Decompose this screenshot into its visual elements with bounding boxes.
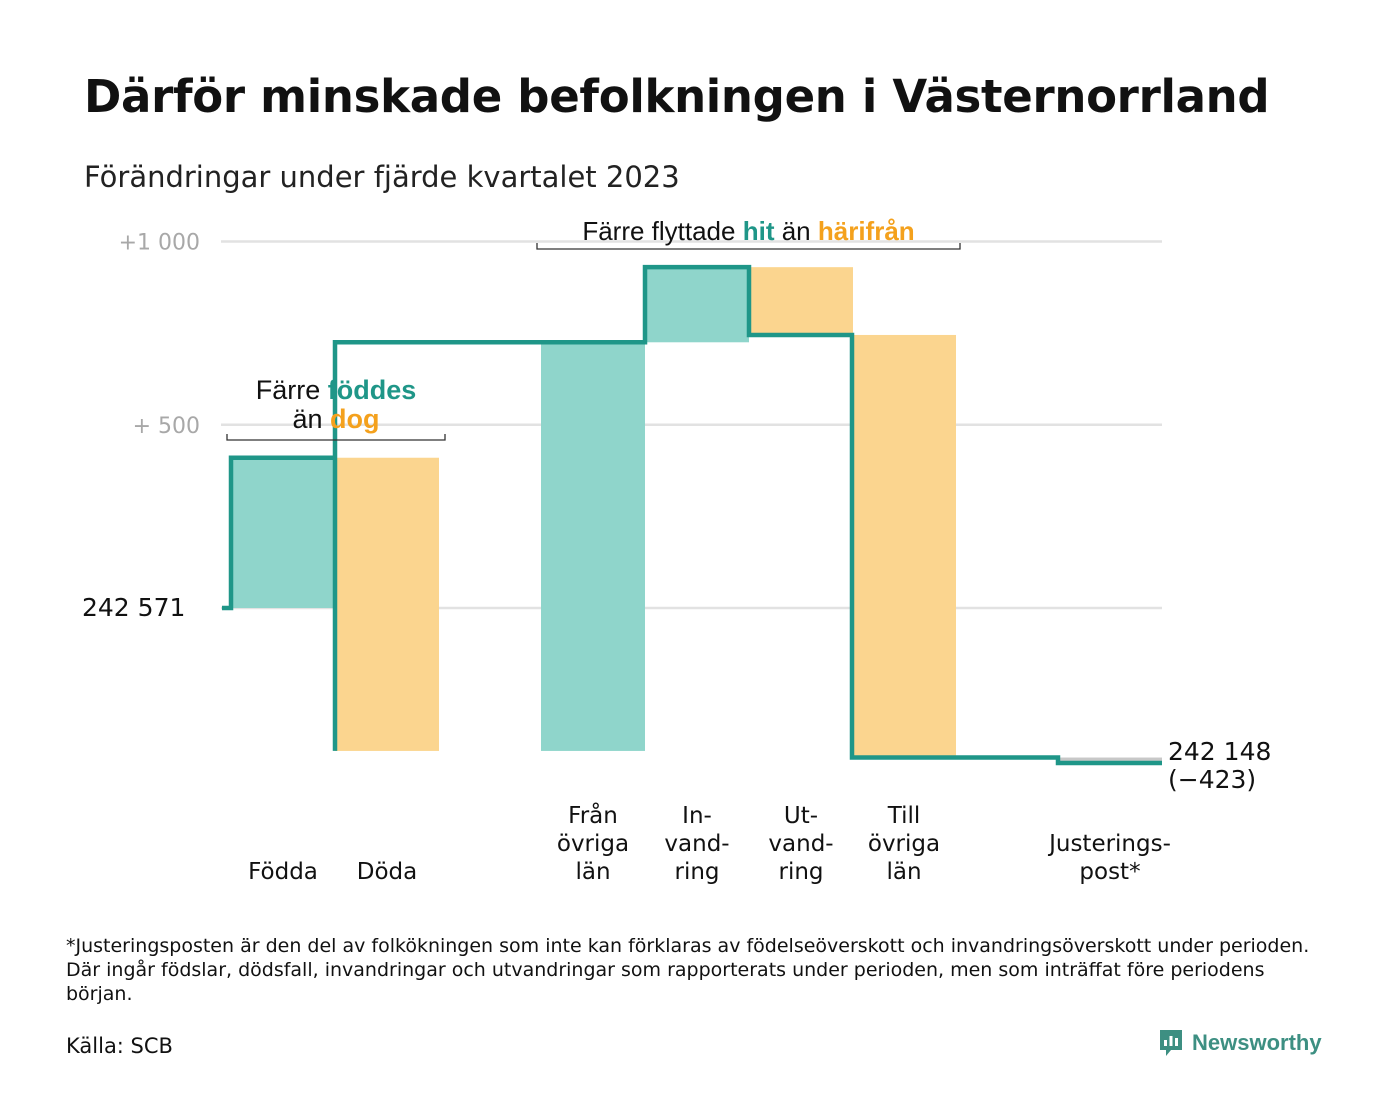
annotation-bracket bbox=[226, 434, 446, 441]
newsworthy-logo-icon bbox=[1160, 1030, 1182, 1056]
category-label: län bbox=[575, 859, 610, 885]
bar-6 bbox=[852, 334, 956, 758]
step-line-layer bbox=[222, 264, 1162, 766]
y-tick-label: + 500 bbox=[133, 414, 200, 439]
annotation-part: hit bbox=[735, 216, 774, 246]
category-label: Ut- bbox=[784, 803, 818, 829]
annotation-part: än bbox=[292, 404, 322, 434]
category-label: ring bbox=[674, 859, 719, 885]
annotation-part: Färre flyttade bbox=[582, 216, 735, 246]
annotation-part: föddes bbox=[320, 375, 416, 405]
end-value-label: 242 148 bbox=[1168, 737, 1271, 766]
category-label: post* bbox=[1079, 859, 1140, 885]
category-label: vand- bbox=[768, 831, 833, 857]
category-label: Från bbox=[568, 801, 618, 829]
annotation-text: Färre flyttade hit än härifrån bbox=[582, 216, 914, 246]
y-tick-label: +1 000 bbox=[119, 231, 200, 256]
category-label: län bbox=[886, 859, 921, 885]
bar-1 bbox=[231, 457, 335, 608]
start-value-label: 242 571 bbox=[82, 593, 185, 622]
category-label: övriga bbox=[557, 831, 629, 857]
bar-3 bbox=[541, 342, 645, 751]
annotation-part: Färre bbox=[256, 375, 321, 405]
brand[interactable]: Newsworthy bbox=[1158, 1028, 1322, 1058]
waterfall-chart: + 500 +1 000 242 571 242 148(−423) Födda Döda… bbox=[82, 216, 1271, 886]
category-label: övriga bbox=[868, 831, 940, 857]
bar-5 bbox=[749, 267, 853, 335]
brand-name: Newsworthy bbox=[1192, 1030, 1322, 1055]
cumulative-step-line bbox=[222, 264, 1162, 766]
footnote: *Justeringsposten är den del av folkökni… bbox=[66, 935, 1310, 1005]
category-label: Födda bbox=[248, 859, 318, 885]
bar-7 bbox=[1058, 757, 1162, 764]
annotation-part: än bbox=[774, 216, 810, 246]
annotation-bracket bbox=[536, 243, 961, 250]
bar-layer bbox=[231, 267, 1162, 764]
chart-subtitle: Förändringar under fjärde kvartalet 2023 bbox=[84, 160, 680, 194]
category-label: ring bbox=[778, 859, 823, 885]
label-layer: + 500 +1 000 242 571 242 148(−423) Födda Döda… bbox=[82, 231, 1271, 886]
category-label: vand- bbox=[664, 831, 729, 857]
end-change-label: (−423) bbox=[1168, 765, 1256, 794]
category-label: Till bbox=[887, 803, 921, 829]
annotation-part: härifrån bbox=[811, 216, 915, 246]
annotation-text: Färre föddes bbox=[256, 375, 417, 405]
category-label: Justerings- bbox=[1047, 831, 1171, 857]
category-label: Döda bbox=[357, 859, 417, 885]
bar-4 bbox=[645, 267, 749, 343]
source-label: Källa: SCB bbox=[66, 1034, 173, 1058]
annotation-part: dog bbox=[323, 404, 380, 434]
bar-2 bbox=[335, 457, 439, 751]
category-label: In- bbox=[682, 803, 712, 829]
annotation-text: än dog bbox=[292, 404, 379, 434]
chart-title: Därför minskade befolkningen i Västernor… bbox=[84, 70, 1270, 123]
